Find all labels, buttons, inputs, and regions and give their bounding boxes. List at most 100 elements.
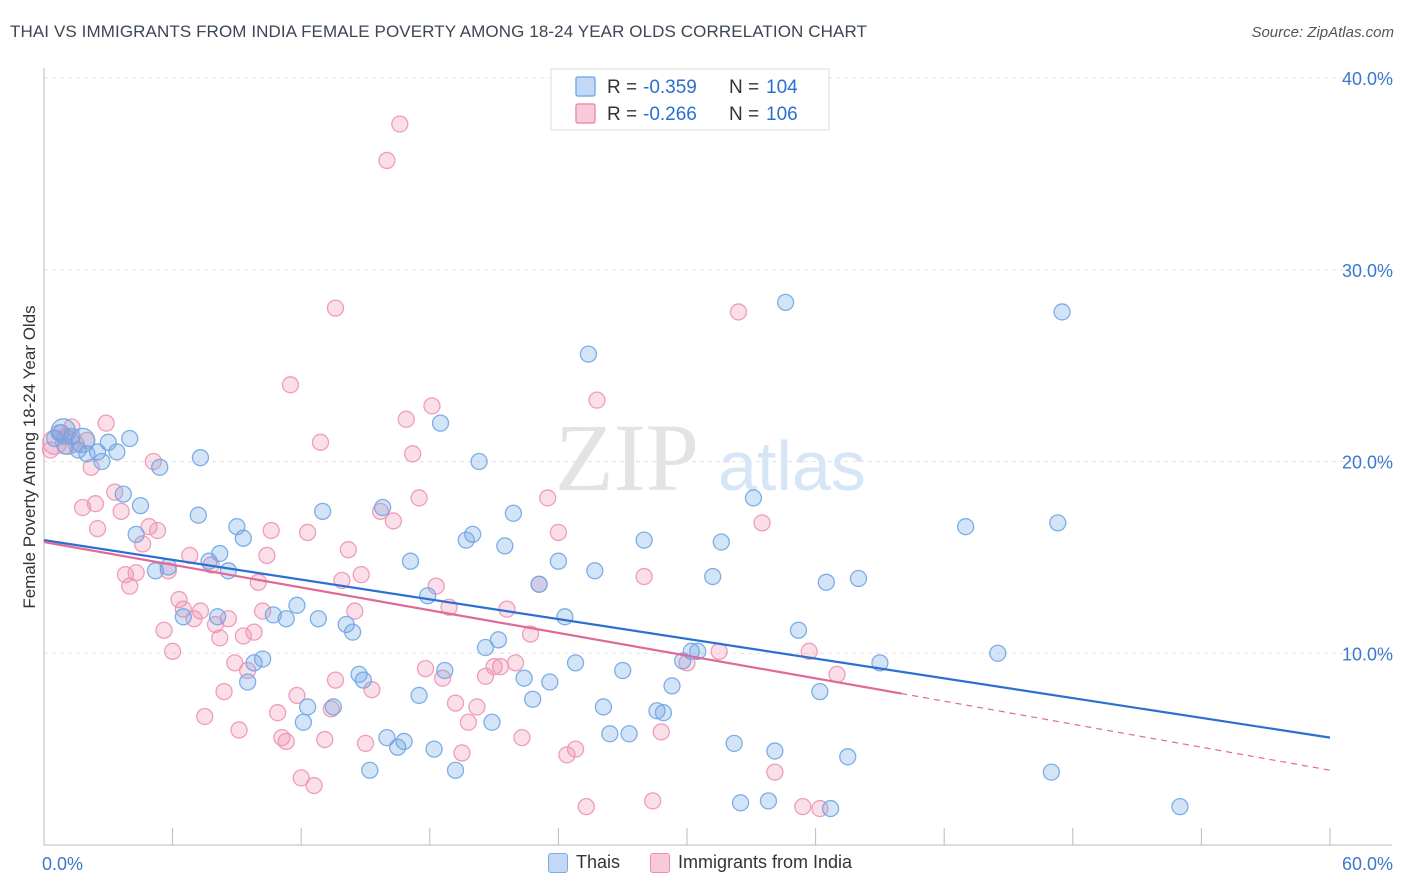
thais-point <box>635 531 653 549</box>
thais-point <box>253 650 272 668</box>
thais-point <box>731 794 750 812</box>
thais-point <box>704 567 722 586</box>
thais-point <box>52 424 70 442</box>
thais-point <box>504 504 523 522</box>
india-point <box>245 623 263 641</box>
thais-point <box>759 792 778 810</box>
thais-point <box>401 552 420 570</box>
india-point <box>356 734 375 753</box>
india-trend-line <box>43 540 902 695</box>
watermark: ZIP atlas <box>555 404 866 511</box>
india-point <box>326 299 345 317</box>
stats-legend-india-r-value: -0.266 <box>643 104 697 125</box>
india-point <box>226 654 244 672</box>
india-point <box>566 740 585 758</box>
thais-point <box>839 748 857 766</box>
trend-lines <box>43 539 1331 771</box>
thais-point <box>689 642 707 660</box>
grid-lines <box>44 77 1392 654</box>
thais-point <box>956 518 975 536</box>
india-point <box>82 458 100 476</box>
y-tick-label: 10.0% <box>1342 644 1393 664</box>
thais-point <box>530 575 548 593</box>
india-point <box>384 512 403 530</box>
legend-thais-swatch <box>548 852 568 873</box>
india-point <box>635 567 653 586</box>
thais-point <box>361 761 379 779</box>
legend-item-thais: Thais <box>548 852 620 873</box>
india-point <box>230 721 248 739</box>
thais-point <box>489 631 508 649</box>
thais-point <box>614 661 632 680</box>
y-tick-label: 30.0% <box>1342 261 1393 281</box>
india-point <box>549 523 568 542</box>
tick-labels: 10.0% 20.0% 30.0% 40.0% 0.0% 60.0% <box>42 69 1393 874</box>
thais-point <box>789 621 808 639</box>
thais-point <box>1049 514 1067 532</box>
thais-point <box>121 429 139 448</box>
thais-point <box>464 525 482 544</box>
thais-point <box>395 732 413 751</box>
india-point <box>288 686 306 705</box>
thais-point <box>313 502 332 521</box>
thais-point <box>288 596 306 614</box>
india-point <box>476 667 495 685</box>
thais-point <box>586 562 604 580</box>
y-axis-label: Female Poverty Among 18-24 Year Olds <box>20 305 39 608</box>
india-point <box>794 798 812 816</box>
thais-point <box>483 713 501 731</box>
india-point <box>253 602 272 620</box>
india-point <box>828 665 846 683</box>
india-point <box>363 681 381 699</box>
thais-point <box>410 686 428 705</box>
thais-point <box>556 608 574 626</box>
india-point <box>268 704 287 722</box>
thais-point <box>620 725 638 743</box>
thais-point <box>817 573 835 591</box>
thais-point <box>663 677 681 695</box>
india-point <box>588 391 606 409</box>
thais-point <box>245 654 263 672</box>
india-point <box>485 658 503 676</box>
thais-point <box>324 698 343 716</box>
india-point <box>305 776 323 795</box>
x-tick-label: 0.0% <box>42 854 83 874</box>
thais-point <box>294 713 312 731</box>
legend-india-swatch <box>650 852 671 873</box>
thais-point <box>174 608 192 626</box>
thais-point <box>594 698 613 716</box>
thais-point <box>712 533 730 551</box>
india-point <box>453 744 471 762</box>
india-point <box>326 671 345 689</box>
thais-point <box>821 799 840 818</box>
thais-point <box>131 496 150 515</box>
india-point <box>644 792 662 810</box>
india-point <box>506 654 525 672</box>
thais-point <box>189 506 207 524</box>
watermark-atlas: atlas <box>718 427 866 505</box>
thais-point <box>93 452 111 471</box>
source-label: Source: ZipAtlas.com <box>1251 24 1394 41</box>
thais-point <box>766 742 784 760</box>
thais-point <box>298 698 317 716</box>
india-point <box>86 495 105 513</box>
thais-point <box>234 529 252 547</box>
thais-point <box>496 537 514 555</box>
thais-point <box>431 414 450 432</box>
india-point <box>339 541 358 559</box>
thais-point <box>744 489 763 507</box>
india-point <box>112 502 130 521</box>
stats-legend: R = -0.359 N = 104 R = -0.266 N = 106 <box>550 68 830 131</box>
y-tick-label: 40.0% <box>1342 69 1393 89</box>
india-point <box>262 521 280 540</box>
india-point <box>215 682 233 701</box>
india-point <box>88 519 107 538</box>
india-point <box>558 746 576 764</box>
thais-point <box>159 558 177 576</box>
india-point <box>127 564 145 582</box>
india-point <box>346 602 364 620</box>
india-point <box>219 610 237 628</box>
thais-point <box>566 654 585 672</box>
india-point <box>97 414 115 432</box>
x-tick-label: 60.0% <box>1342 854 1393 874</box>
